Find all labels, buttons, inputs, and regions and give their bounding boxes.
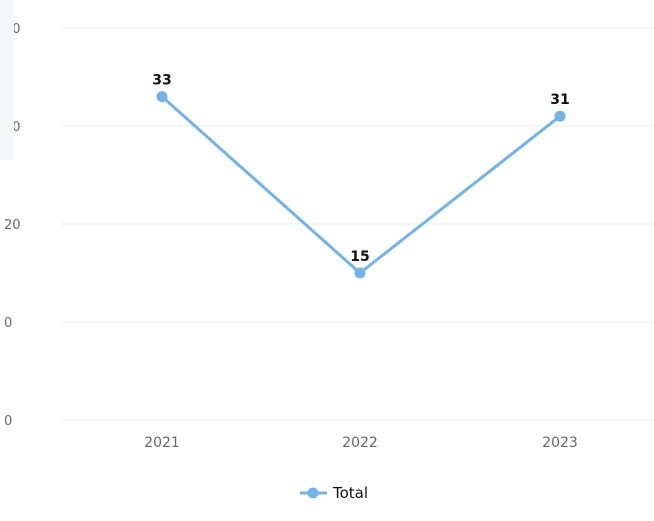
x-tick-label: 2022 [342, 435, 378, 451]
data-point[interactable] [354, 267, 366, 279]
data-labels: 33 15 31 [152, 73, 569, 265]
x-axis-ticks: 2021 2022 2023 [144, 435, 578, 451]
legend[interactable]: Total [300, 484, 368, 502]
data-label: 33 [152, 73, 171, 89]
series-layer [156, 91, 566, 279]
data-label: 15 [350, 249, 369, 265]
y-tick-label: 20 [4, 218, 21, 233]
y-tick-label: 0 [4, 414, 12, 429]
cropped-edge [0, 0, 14, 160]
x-tick-label: 2021 [144, 435, 180, 451]
data-label: 31 [550, 92, 569, 108]
data-point[interactable] [156, 91, 168, 103]
legend-marker-icon [307, 487, 319, 499]
series-line-total [161, 95, 561, 275]
legend-label-total: Total [332, 484, 368, 502]
data-point[interactable] [554, 110, 566, 122]
x-tick-label: 2023 [542, 435, 578, 451]
y-tick-label: 0 [4, 316, 12, 331]
grid-layer [62, 27, 654, 421]
